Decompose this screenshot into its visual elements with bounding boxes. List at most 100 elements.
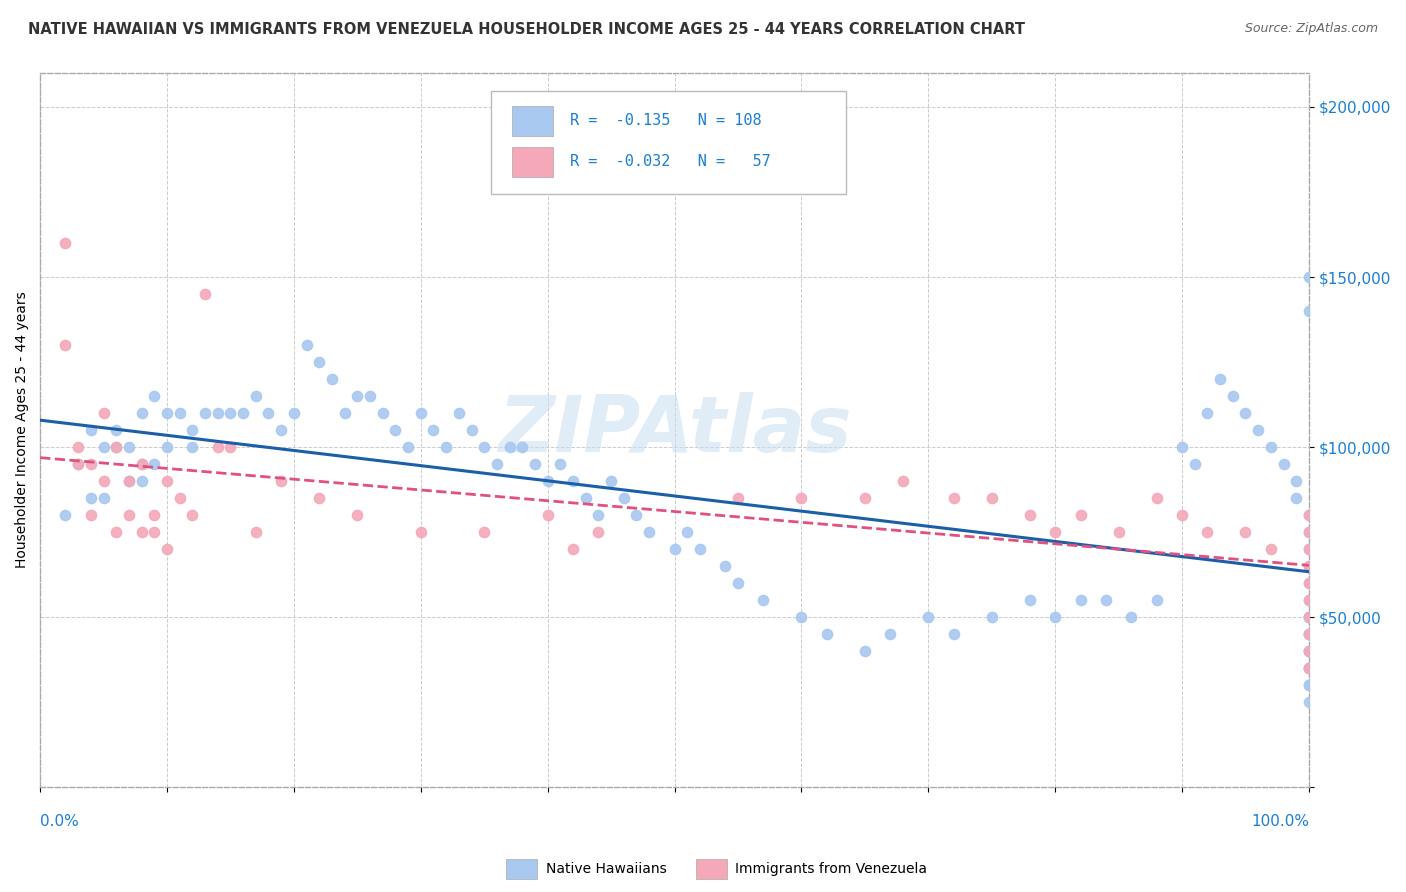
Point — [980, 491, 1002, 505]
Point — [664, 542, 686, 557]
Point — [575, 491, 598, 505]
Point — [346, 389, 368, 403]
Point — [80, 491, 103, 505]
Point — [1285, 474, 1308, 488]
Point — [1171, 508, 1194, 522]
Point — [1298, 304, 1320, 318]
Point — [169, 406, 191, 420]
Point — [93, 474, 115, 488]
Point — [118, 508, 141, 522]
Point — [727, 491, 749, 505]
Point — [1298, 610, 1320, 624]
Point — [727, 576, 749, 591]
Point — [232, 406, 254, 420]
Point — [181, 440, 204, 454]
Point — [105, 525, 128, 540]
Point — [472, 525, 495, 540]
Point — [131, 525, 153, 540]
Point — [80, 423, 103, 437]
Point — [1298, 593, 1320, 607]
Point — [588, 508, 610, 522]
Point — [714, 559, 737, 574]
Point — [169, 491, 191, 505]
Point — [1298, 678, 1320, 692]
Point — [562, 474, 585, 488]
Point — [143, 525, 166, 540]
Point — [93, 440, 115, 454]
Point — [1298, 661, 1320, 675]
Point — [1298, 695, 1320, 709]
Point — [131, 457, 153, 471]
Point — [118, 474, 141, 488]
Point — [105, 440, 128, 454]
Point — [536, 508, 558, 522]
Point — [308, 355, 330, 369]
Point — [1234, 406, 1257, 420]
Point — [1298, 593, 1320, 607]
Point — [67, 440, 90, 454]
Point — [1260, 542, 1282, 557]
Point — [1298, 576, 1320, 591]
Point — [510, 440, 533, 454]
Point — [131, 457, 153, 471]
Point — [1298, 661, 1320, 675]
Point — [143, 508, 166, 522]
Point — [55, 338, 77, 352]
Point — [626, 508, 648, 522]
Point — [257, 406, 280, 420]
Point — [55, 235, 77, 250]
Point — [1298, 627, 1320, 641]
Point — [207, 406, 229, 420]
Point — [283, 406, 305, 420]
Point — [207, 440, 229, 454]
Text: ZIPAtlas: ZIPAtlas — [498, 392, 851, 468]
Point — [638, 525, 661, 540]
Point — [219, 406, 242, 420]
Point — [1043, 610, 1066, 624]
Point — [1298, 661, 1320, 675]
Point — [143, 389, 166, 403]
Point — [93, 406, 115, 420]
Point — [562, 542, 585, 557]
Point — [156, 474, 179, 488]
Point — [891, 474, 914, 488]
Point — [917, 610, 939, 624]
Point — [942, 491, 965, 505]
Point — [1298, 661, 1320, 675]
Point — [460, 423, 482, 437]
Point — [1285, 491, 1308, 505]
Point — [1298, 542, 1320, 557]
Point — [1298, 610, 1320, 624]
Point — [67, 457, 90, 471]
Point — [245, 389, 267, 403]
Point — [1298, 644, 1320, 658]
Point — [1298, 644, 1320, 658]
Point — [396, 440, 419, 454]
Point — [1043, 525, 1066, 540]
Point — [600, 474, 623, 488]
Point — [333, 406, 356, 420]
Point — [131, 474, 153, 488]
Point — [194, 287, 217, 301]
Point — [409, 406, 432, 420]
Point — [1197, 406, 1219, 420]
Point — [371, 406, 394, 420]
Point — [790, 491, 813, 505]
Point — [879, 627, 901, 641]
Text: Immigrants from Venezuela: Immigrants from Venezuela — [735, 862, 928, 876]
Point — [1247, 423, 1270, 437]
Point — [1298, 627, 1320, 641]
Point — [1298, 678, 1320, 692]
Text: 100.0%: 100.0% — [1251, 814, 1309, 830]
Point — [815, 627, 838, 641]
Point — [131, 406, 153, 420]
Point — [321, 372, 343, 386]
Point — [156, 406, 179, 420]
Point — [472, 440, 495, 454]
Point — [118, 440, 141, 454]
Text: Native Hawaiians: Native Hawaiians — [546, 862, 666, 876]
Point — [1298, 525, 1320, 540]
Point — [295, 338, 318, 352]
Point — [550, 457, 572, 471]
Point — [447, 406, 470, 420]
